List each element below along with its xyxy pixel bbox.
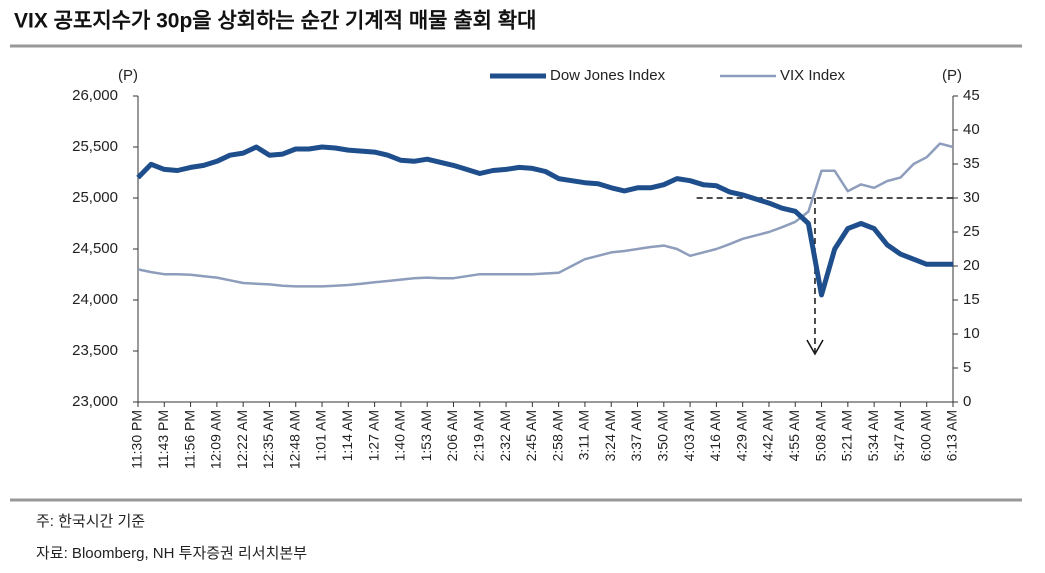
x-tick-label: 12:09 AM xyxy=(208,410,224,469)
x-tick-label: 11:43 PM xyxy=(155,410,171,469)
chart-title: VIX 공포지수가 30p을 상회하는 순간 기계적 매물 출회 확대 xyxy=(14,10,536,33)
series-line xyxy=(137,142,954,288)
y2-tick-label: 35 xyxy=(963,155,980,172)
x-tick-label: 1:14 AM xyxy=(339,410,355,461)
note: 주: 한국시간 기준 xyxy=(36,513,145,530)
x-tick-label: 2:32 AM xyxy=(497,410,513,461)
x-tick-label: 4:29 AM xyxy=(733,410,749,461)
x-tick-label: 1:01 AM xyxy=(313,410,329,461)
x-tick-label: 4:55 AM xyxy=(786,410,802,461)
x-tick-label: 2:45 AM xyxy=(523,410,539,461)
x-tick-label: 2:58 AM xyxy=(549,410,565,461)
x-tick-label: 5:34 AM xyxy=(865,410,881,461)
y-tick-label: 25,500 xyxy=(72,138,118,155)
x-tick-label: 4:16 AM xyxy=(707,410,723,461)
x-tick-label: 5:21 AM xyxy=(839,410,855,461)
x-tick-label: 1:40 AM xyxy=(392,410,408,461)
y-tick-label: 23,500 xyxy=(72,342,118,359)
x-tick-label: 1:27 AM xyxy=(365,410,381,461)
x-tick-label: 12:22 AM xyxy=(234,410,250,469)
x-tick-label: 5:08 AM xyxy=(812,410,828,461)
x-tick-label: 4:42 AM xyxy=(760,410,776,461)
y2-tick-label: 5 xyxy=(963,359,971,376)
y2-tick-label: 10 xyxy=(963,325,980,342)
x-tick-label: 1:53 AM xyxy=(418,410,434,461)
y2-tick-label: 20 xyxy=(963,257,980,274)
y-unit: (P) xyxy=(118,67,138,84)
x-tick-label: 5:47 AM xyxy=(891,410,907,461)
x-tick-label: 3:24 AM xyxy=(602,410,618,461)
arrow-head xyxy=(806,339,824,356)
legend-label: Dow Jones Index xyxy=(550,67,666,84)
y2-tick-label: 45 xyxy=(963,87,980,104)
x-tick-label: 12:35 AM xyxy=(260,410,276,469)
x-tick-label: 2:19 AM xyxy=(470,410,486,461)
series-line xyxy=(136,144,953,298)
x-tick-label: 3:11 AM xyxy=(576,410,592,460)
y2-tick-label: 40 xyxy=(963,121,980,138)
x-tick-label: 11:56 PM xyxy=(181,410,197,469)
y-tick-label: 23,000 xyxy=(72,393,118,410)
y2-tick-label: 15 xyxy=(963,291,980,308)
y-tick-label: 24,500 xyxy=(72,240,118,257)
y-tick-label: 25,000 xyxy=(72,189,118,206)
x-tick-label: 6:00 AM xyxy=(917,410,933,461)
legend-label: VIX Index xyxy=(780,67,846,84)
source: 자료: Bloomberg, NH 투자증권 리서치본부 xyxy=(36,545,307,562)
y-tick-label: 26,000 xyxy=(72,87,118,104)
x-tick-label: 4:03 AM xyxy=(681,410,697,461)
x-tick-label: 2:06 AM xyxy=(444,410,460,461)
y2-tick-label: 0 xyxy=(963,393,971,410)
x-tick-label: 3:50 AM xyxy=(655,410,671,461)
x-tick-label: 3:37 AM xyxy=(628,410,644,461)
y2-tick-label: 30 xyxy=(963,189,980,206)
y2-tick-label: 25 xyxy=(963,223,980,240)
x-tick-label: 11:30 PM xyxy=(129,410,145,469)
x-tick-label: 12:48 AM xyxy=(286,410,302,469)
y2-unit: (P) xyxy=(942,67,962,84)
x-tick-label: 6:13 AM xyxy=(944,410,960,461)
y-tick-label: 24,000 xyxy=(72,291,118,308)
